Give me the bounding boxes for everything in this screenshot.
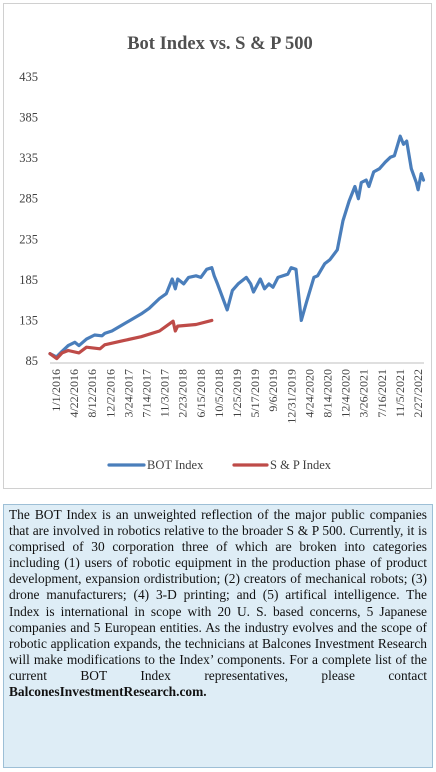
x-tick-label: 3/26/2021 [357, 369, 371, 418]
x-tick-label: 12/4/2020 [339, 369, 353, 418]
legend-label: S & P Index [270, 458, 332, 472]
legend-label: BOT Index [147, 458, 204, 472]
y-tick-label: 335 [19, 151, 38, 165]
series-line-bot-index [48, 134, 426, 359]
x-tick-label: 10/5/2018 [212, 369, 226, 418]
x-tick-label: 2/23/2018 [176, 369, 190, 418]
y-tick-label: 285 [19, 192, 38, 206]
x-tick-label: 1/25/2019 [230, 369, 244, 418]
y-tick-label: 135 [19, 313, 38, 327]
x-tick-label: 2/27/2022 [411, 369, 425, 418]
x-tick-label: 6/15/2018 [194, 369, 208, 418]
legend: BOT Index S & P Index [107, 458, 332, 472]
x-tick-label: 8/12/2016 [85, 369, 99, 418]
y-tick-label: 235 [19, 232, 38, 246]
x-tick-label: 7/14/2017 [140, 369, 154, 418]
y-tick-label: 385 [19, 111, 38, 125]
y-tick-label: 85 [26, 354, 39, 368]
x-tick-label: 4/22/2016 [67, 369, 81, 418]
contact-link-text: BalconesInvestmentResearch.com. [9, 684, 207, 700]
x-tick-label: 12/2/2016 [103, 369, 117, 418]
x-tick-label: 4/24/2020 [302, 369, 316, 418]
x-tick-label: 12/31/2019 [284, 369, 298, 424]
x-tick-label: 8/14/2020 [321, 369, 335, 418]
description-text: The BOT Index is an unweighted reflectio… [9, 507, 427, 683]
series-layer [48, 134, 426, 361]
x-tick-label: 1/1/2016 [49, 369, 63, 412]
x-tick-label: 7/16/2021 [375, 369, 389, 418]
chart-panel: Bot Index vs. S & P 500 85 135 185 235 285 33… [3, 3, 432, 489]
x-tick-label: 5/17/2019 [248, 369, 262, 418]
chart-title: Bot Index vs. S & P 500 [127, 34, 313, 54]
y-tick-label: 435 [19, 70, 38, 84]
x-tick-label: 9/6/2019 [266, 369, 280, 412]
y-axis: 85 135 185 235 285 335 385 435 [19, 70, 38, 368]
bot-vs-sp500-chart: Bot Index vs. S & P 500 85 135 185 235 285 33… [19, 34, 426, 472]
y-tick-label: 185 [19, 273, 38, 287]
x-tick-label: 3/24/2017 [121, 369, 135, 418]
x-tick-label: 11/5/2021 [393, 369, 407, 417]
description-panel: The BOT Index is an unweighted reflectio… [3, 504, 433, 768]
series-line-sp-index [48, 318, 214, 361]
x-axis: 1/1/2016 4/22/2016 8/12/2016 12/2/2016 3/24/… [49, 362, 425, 424]
x-tick-label: 11/3/2017 [158, 369, 172, 417]
